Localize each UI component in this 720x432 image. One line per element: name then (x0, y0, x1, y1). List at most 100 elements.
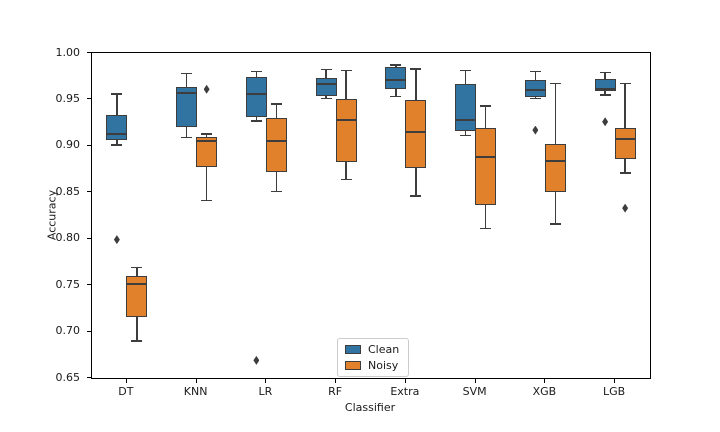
whisker-cap-lower-noisy-xgb (549, 223, 561, 225)
box-noisy-lgb (614, 128, 636, 159)
y-tick-mark (87, 52, 91, 53)
whisker-upper-noisy-rf (345, 70, 347, 100)
box-clean-dt (106, 115, 128, 141)
whisker-lower-clean-xgb (534, 96, 537, 99)
median-noisy-dt (126, 283, 148, 286)
flier-clean-xgb (532, 125, 539, 135)
flier-noisy-knn (203, 84, 210, 94)
x-tick-label-extra: Extra (390, 385, 420, 398)
box-noisy-dt (126, 275, 148, 317)
whisker-cap-lower-clean-dt (111, 144, 123, 146)
whisker-upper-noisy-lr (275, 104, 278, 118)
box-clean-knn (176, 87, 198, 128)
y-tick-mark (87, 284, 91, 286)
median-clean-xgb (524, 89, 546, 92)
whisker-lower-noisy-rf (345, 161, 347, 180)
box-noisy-rf (335, 99, 357, 162)
whisker-cap-upper-noisy-xgb (549, 82, 561, 85)
y-tick-label: 0.85 (55, 184, 81, 198)
whisker-cap-lower-noisy-dt (131, 340, 143, 342)
legend-label-noisy: Noisy (368, 359, 399, 372)
box-clean-lr (245, 77, 267, 118)
whisker-cap-upper-noisy-svm (480, 105, 492, 107)
whisker-cap-upper-clean-lgb (599, 71, 611, 74)
whisker-lower-clean-rf (325, 95, 327, 99)
median-noisy-knn (196, 140, 218, 143)
x-tick-mark (195, 379, 197, 383)
whisker-cap-upper-clean-extra (390, 64, 402, 66)
median-clean-lr (245, 92, 267, 95)
whisker-cap-lower-noisy-svm (480, 227, 492, 230)
whisker-lower-noisy-dt (136, 316, 138, 341)
median-noisy-svm (475, 156, 497, 158)
box-noisy-svm (475, 128, 497, 206)
median-noisy-lgb (614, 138, 636, 141)
y-tick-mark (87, 377, 91, 378)
median-noisy-lr (265, 140, 287, 143)
x-tick-mark (474, 379, 476, 383)
y-tick-mark (87, 144, 91, 146)
y-tick-label: 0.90 (55, 138, 81, 152)
legend-swatch-clean-icon (345, 345, 361, 354)
whisker-lower-clean-svm (464, 131, 467, 136)
whisker-cap-upper-clean-svm (460, 69, 472, 72)
x-tick-mark (544, 379, 546, 383)
whisker-upper-noisy-extra (415, 68, 417, 101)
plot-area (91, 52, 651, 379)
whisker-cap-upper-clean-dt (111, 93, 123, 95)
box-noisy-xgb (544, 144, 566, 193)
whisker-cap-lower-clean-xgb (529, 97, 541, 100)
whisker-lower-noisy-extra (415, 168, 417, 196)
y-tick-mark (87, 191, 91, 193)
whisker-cap-lower-clean-rf (320, 97, 332, 100)
median-clean-extra (385, 78, 407, 81)
whisker-lower-clean-extra (395, 89, 397, 97)
whisker-upper-clean-rf (325, 69, 327, 79)
y-tick-label: 0.75 (55, 277, 81, 291)
whisker-cap-lower-noisy-lr (270, 190, 282, 193)
whisker-cap-upper-noisy-dt (131, 266, 143, 269)
whisker-lower-noisy-lr (275, 171, 278, 192)
y-tick-mark (87, 98, 91, 100)
y-tick-label: 0.80 (55, 231, 81, 245)
whisker-cap-upper-noisy-extra (410, 68, 422, 70)
whisker-lower-clean-dt (116, 140, 118, 145)
whisker-lower-noisy-lgb (624, 158, 626, 173)
whisker-cap-lower-clean-svm (460, 134, 472, 137)
x-tick-label-rf: RF (328, 385, 343, 398)
box-noisy-knn (196, 136, 218, 168)
y-tick-label: 0.70 (55, 324, 81, 338)
box-clean-lgb (594, 79, 616, 92)
median-clean-knn (176, 91, 198, 94)
y-tick-label: 0.95 (55, 91, 81, 105)
flier-clean-dt (113, 235, 120, 245)
whisker-upper-clean-svm (464, 70, 467, 84)
whisker-upper-clean-dt (116, 93, 118, 116)
whisker-cap-lower-clean-extra (390, 95, 402, 98)
flier-noisy-lgb (622, 203, 629, 213)
whisker-lower-noisy-xgb (554, 192, 557, 224)
whisker-cap-lower-noisy-knn (201, 199, 213, 202)
whisker-cap-upper-clean-xgb (529, 70, 541, 73)
box-clean-xgb (524, 79, 546, 97)
whisker-cap-lower-noisy-extra (410, 195, 422, 197)
legend-label-clean: Clean (368, 343, 400, 356)
whisker-cap-upper-noisy-knn (201, 133, 213, 135)
whisker-cap-upper-clean-knn (181, 72, 193, 75)
x-tick-label-knn: KNN (183, 385, 208, 398)
whisker-cap-upper-noisy-lgb (619, 82, 631, 85)
median-clean-rf (315, 82, 337, 85)
whisker-upper-clean-extra (395, 65, 397, 67)
whisker-upper-noisy-svm (484, 105, 487, 129)
x-tick-mark (335, 379, 337, 383)
whisker-cap-lower-clean-knn (181, 136, 193, 139)
box-clean-rf (315, 78, 337, 96)
legend-swatch-noisy-icon (345, 361, 361, 370)
whisker-upper-noisy-dt (136, 267, 138, 276)
whisker-cap-lower-noisy-rf (340, 178, 352, 181)
median-noisy-rf (335, 118, 357, 121)
box-noisy-extra (405, 100, 427, 169)
y-tick-mark (87, 330, 91, 332)
x-tick-mark (404, 379, 406, 383)
